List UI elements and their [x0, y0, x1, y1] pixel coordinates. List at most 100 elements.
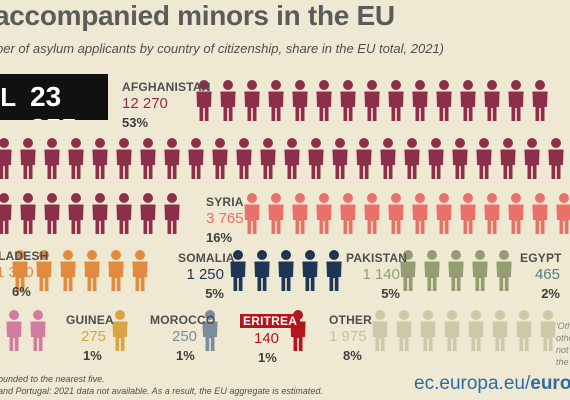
- figure-afghanistan: [524, 138, 540, 179]
- figure-somalia: [254, 250, 270, 291]
- category-share: 6%: [12, 284, 31, 299]
- figure-pakistan: [448, 250, 464, 291]
- source-link[interactable]: ec.europa.eu/euros: [414, 373, 570, 395]
- category-share: 2%: [541, 286, 560, 301]
- category-name: SYRIA: [206, 195, 244, 209]
- figure-syria: [460, 193, 476, 234]
- figure-afghanistan: [412, 80, 428, 121]
- figure-afghanistan: [244, 80, 260, 121]
- total-box: AL 23 255: [0, 74, 108, 120]
- figure-ladesh: [84, 250, 100, 291]
- category-count: 275: [81, 328, 107, 345]
- total-label: AL: [0, 82, 16, 112]
- figure-afghanistan: [364, 80, 380, 121]
- figure-somalia: [326, 250, 342, 291]
- figure-afghanistan: [284, 138, 300, 179]
- figure-syria: [532, 193, 548, 234]
- figure-afghanistan: [260, 138, 276, 179]
- figure-afghanistan: [196, 80, 212, 121]
- label-eritrea: ERITREA 140 1%: [240, 314, 301, 365]
- figure-afghanistan: [436, 80, 452, 121]
- figure-afghanistan: [140, 138, 156, 179]
- side-note-line: 'Oth: [556, 321, 570, 331]
- figure-ladesh: [12, 250, 28, 291]
- figure-syria: [412, 193, 428, 234]
- figure-syria: [316, 193, 332, 234]
- figure-afghanistan: [92, 138, 108, 179]
- figure-afghanistan: [508, 80, 524, 121]
- figure-afghanistan: [532, 80, 548, 121]
- figure-afghanistan: [92, 193, 108, 234]
- category-share: 1%: [258, 350, 277, 365]
- figure-afghanistan: [140, 193, 156, 234]
- figure-afghanistan: [356, 138, 372, 179]
- category-count: 1 250: [186, 266, 224, 283]
- figure-syria: [556, 193, 570, 234]
- figure-other: [492, 310, 508, 351]
- label-bangladesh: LADESH 1 350 6%: [0, 250, 49, 298]
- figure-ladesh: [60, 250, 76, 291]
- figure-afghanistan: [268, 80, 284, 121]
- figure-afghanistan: [340, 80, 356, 121]
- label-pakistan: PAKISTAN 1 140 5%: [346, 251, 408, 301]
- figure-other: [372, 310, 388, 351]
- label-other: OTHER 1 975 8%: [329, 314, 372, 362]
- category-name: GUINEA: [66, 313, 114, 327]
- figure-afghanistan: [428, 138, 444, 179]
- figure-afghanistan: [44, 193, 60, 234]
- category-share: 1%: [176, 348, 195, 363]
- figure-morocco: [202, 310, 218, 351]
- category-share: 5%: [205, 286, 224, 301]
- figure-afghanistan: [220, 80, 236, 121]
- figure-afghanistan: [388, 80, 404, 121]
- figure-afghanistan: [164, 138, 180, 179]
- category-name: PAKISTAN: [346, 251, 408, 265]
- label-egypt: EGYPT 465 2%: [520, 252, 561, 301]
- label-morocco: MOROCCO 250 1%: [150, 314, 215, 362]
- category-name: MOROCCO: [150, 313, 216, 327]
- figure-pakistan: [400, 250, 416, 291]
- category-share: 5%: [381, 286, 400, 301]
- side-note-line: the: [556, 357, 569, 367]
- category-name: SOMALIA: [178, 251, 235, 265]
- figure-afghanistan: [44, 138, 60, 179]
- figure-afghanistan: [164, 193, 180, 234]
- category-count: 140: [254, 330, 280, 347]
- figure-syria: [436, 193, 452, 234]
- category-count: 12 270: [122, 95, 168, 112]
- figure-guinea: [112, 310, 128, 351]
- footnote-rounding: ounded to the nearest five.: [0, 374, 105, 384]
- category-count: 1 975: [329, 328, 367, 345]
- chart-subtitle: ber of asylum applicants by country of c…: [0, 41, 445, 56]
- figure-ladesh: [108, 250, 124, 291]
- category-share: 53%: [122, 115, 149, 130]
- figure-afghanistan: [212, 138, 228, 179]
- figure-afghanistan: [20, 138, 36, 179]
- source-bold: euros: [530, 373, 570, 394]
- source-prefix: ec.europa.eu/: [414, 373, 531, 394]
- category-name: AFGHANISTAN: [122, 80, 211, 94]
- footnote-missing-data: and Portugal: 2021 data not available. A…: [0, 386, 323, 396]
- figure-syria: [508, 193, 524, 234]
- figure-afghanistan: [236, 138, 252, 179]
- figure-afghanistan: [548, 138, 564, 179]
- category-count: 3 765: [206, 210, 244, 227]
- pictogram-figures: [0, 80, 570, 351]
- figure-syria: [340, 193, 356, 234]
- figure-afghanistan: [460, 80, 476, 121]
- total-value: 23 255: [30, 81, 77, 120]
- figure-somalia: [278, 250, 294, 291]
- figure-afghanistan: [484, 80, 500, 121]
- category-count: 250: [172, 328, 198, 345]
- label-syria: SYRIA 3 765 16%: [206, 196, 244, 244]
- figure-afghanistan: [500, 138, 516, 179]
- label-afghanistan: AFGHANISTAN 12 270 53%: [122, 81, 211, 129]
- category-share: 1%: [83, 348, 102, 363]
- figure-somalia: [230, 250, 246, 291]
- figure-afghanistan: [0, 138, 12, 179]
- figure-afghanistan: [116, 138, 132, 179]
- figure-afghanistan: [316, 80, 332, 121]
- category-count: 465: [534, 266, 560, 283]
